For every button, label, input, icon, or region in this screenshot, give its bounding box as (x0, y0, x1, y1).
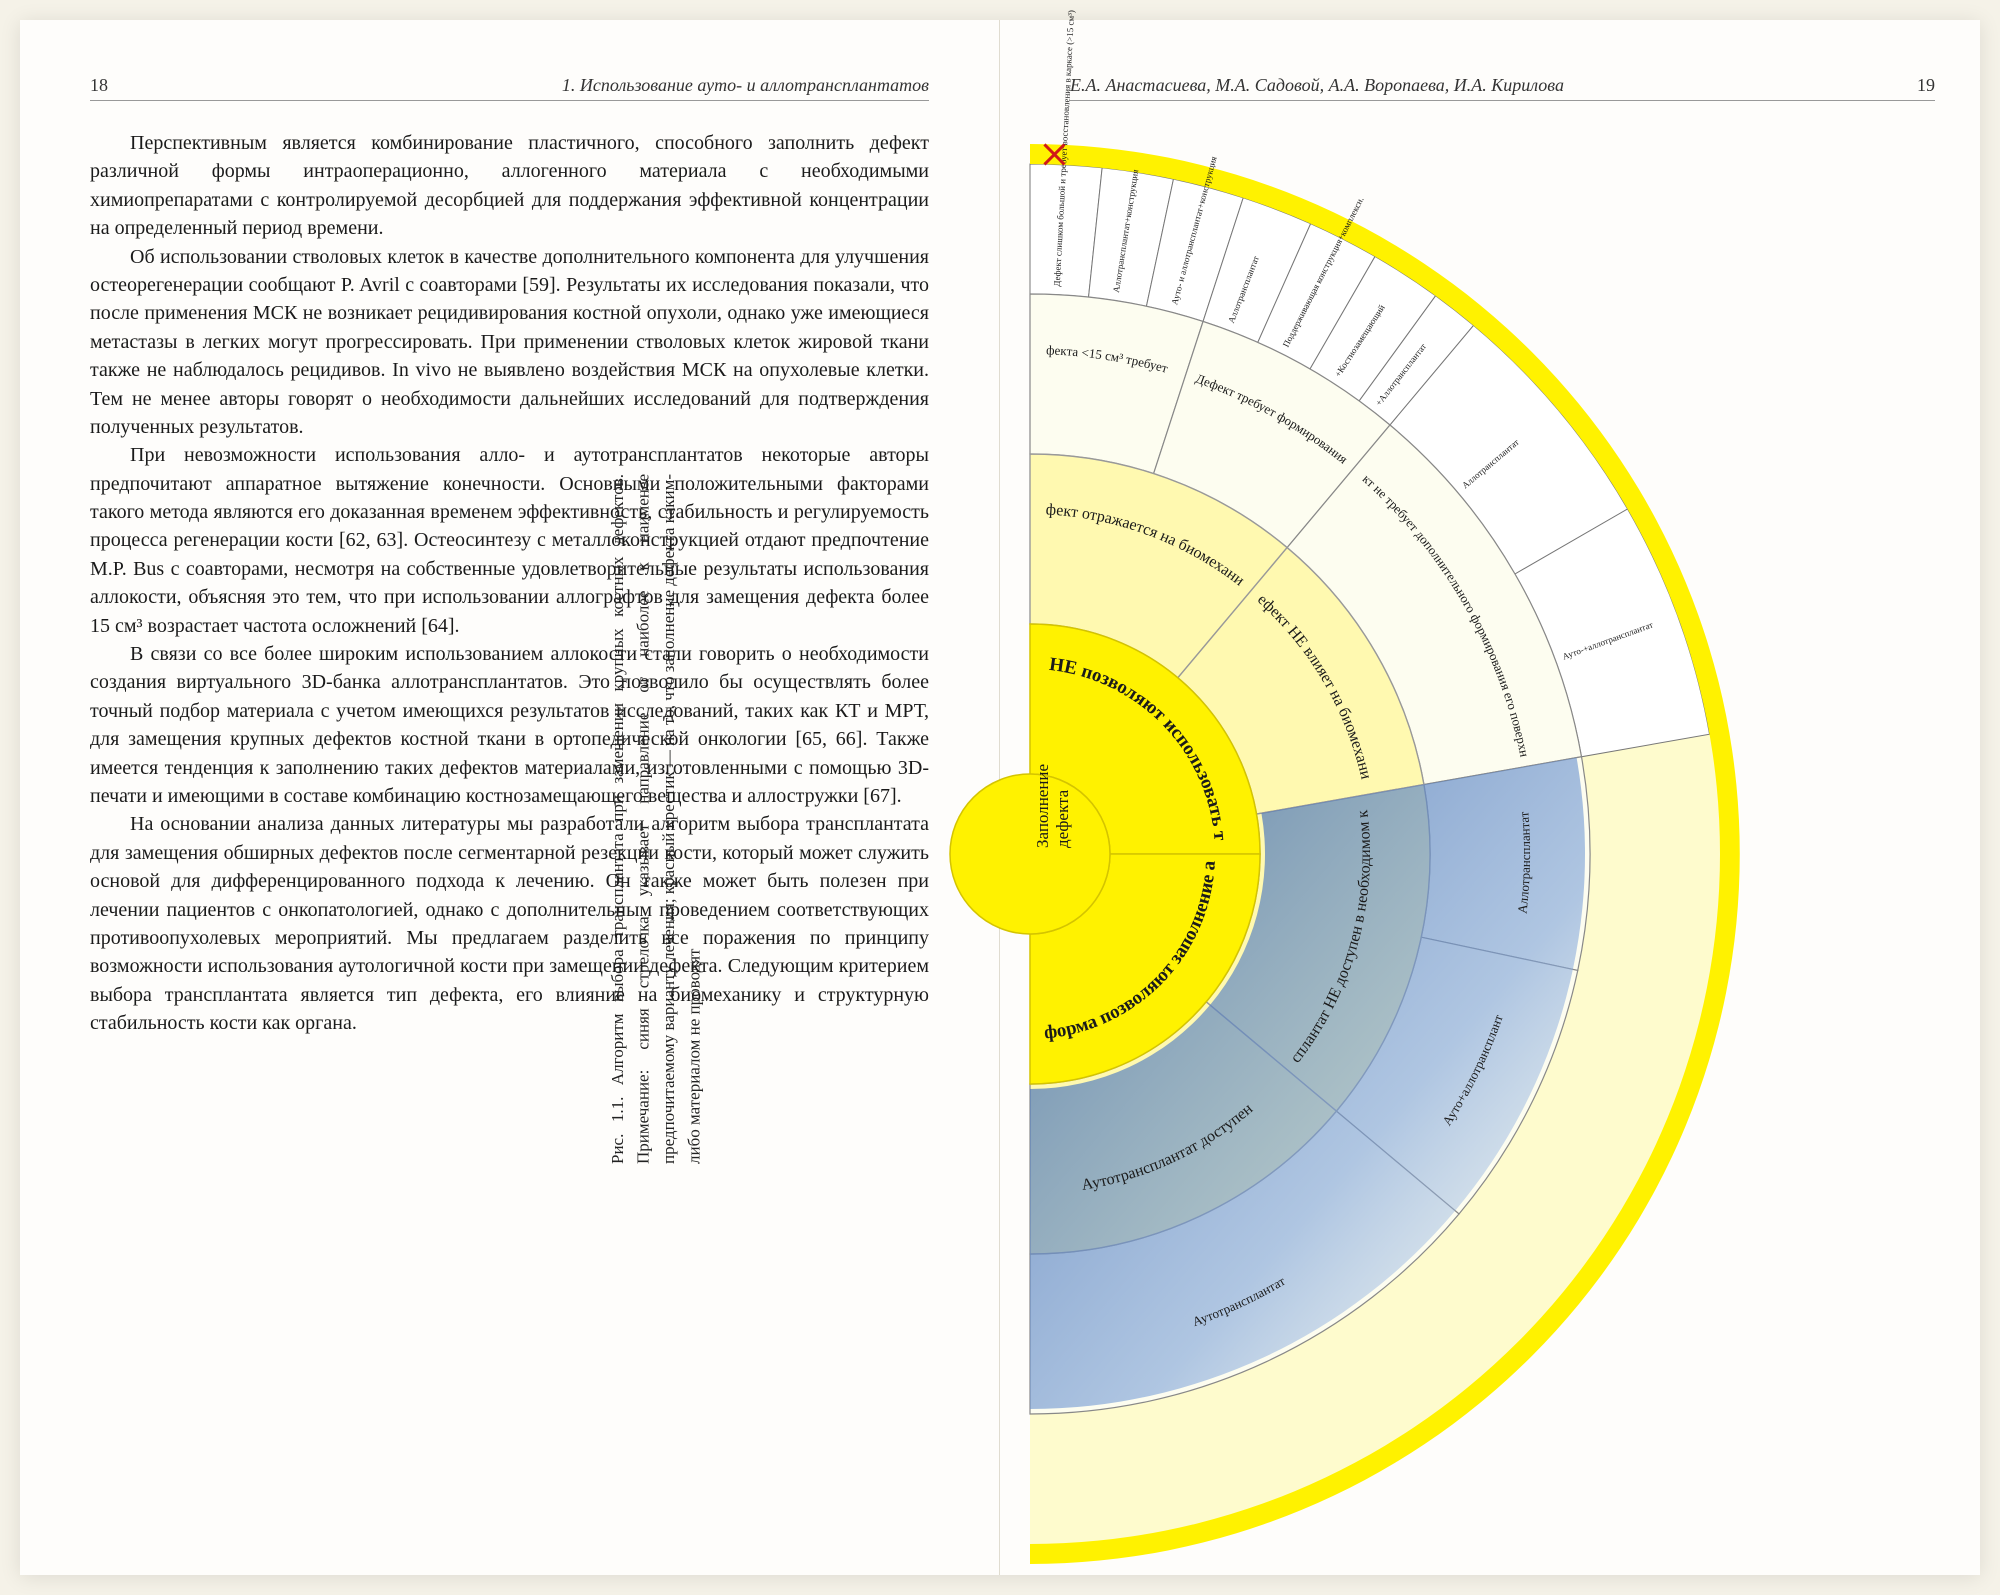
book-spread: 18 1. Использование ауто- и аллотранспла… (20, 20, 1980, 1575)
paragraph: Об использовании стволовых клеток в каче… (90, 243, 929, 442)
paragraph: Перспективным является комбинирование пл… (90, 129, 929, 243)
authors: Е.А. Анастасиева, М.А. Садовой, А.А. Вор… (1070, 75, 1564, 96)
left-header: 18 1. Использование ауто- и аллотранспла… (90, 75, 929, 101)
right-page-number: 19 (1917, 75, 1935, 96)
figure-caption: Рис. 1.1. Алгоритм выбора трансплантата … (605, 474, 1955, 1164)
chapter-title: 1. Использование ауто- и аллотранспланта… (562, 75, 929, 96)
figure-1-1: ЗаполнениедефектаРазмер и форма дефекта … (1070, 129, 1935, 1509)
right-page: Е.А. Анастасиева, М.А. Садовой, А.А. Вор… (1000, 20, 1980, 1575)
left-page-number: 18 (90, 75, 108, 96)
right-header: Е.А. Анастасиева, М.А. Садовой, А.А. Вор… (1070, 75, 1935, 101)
